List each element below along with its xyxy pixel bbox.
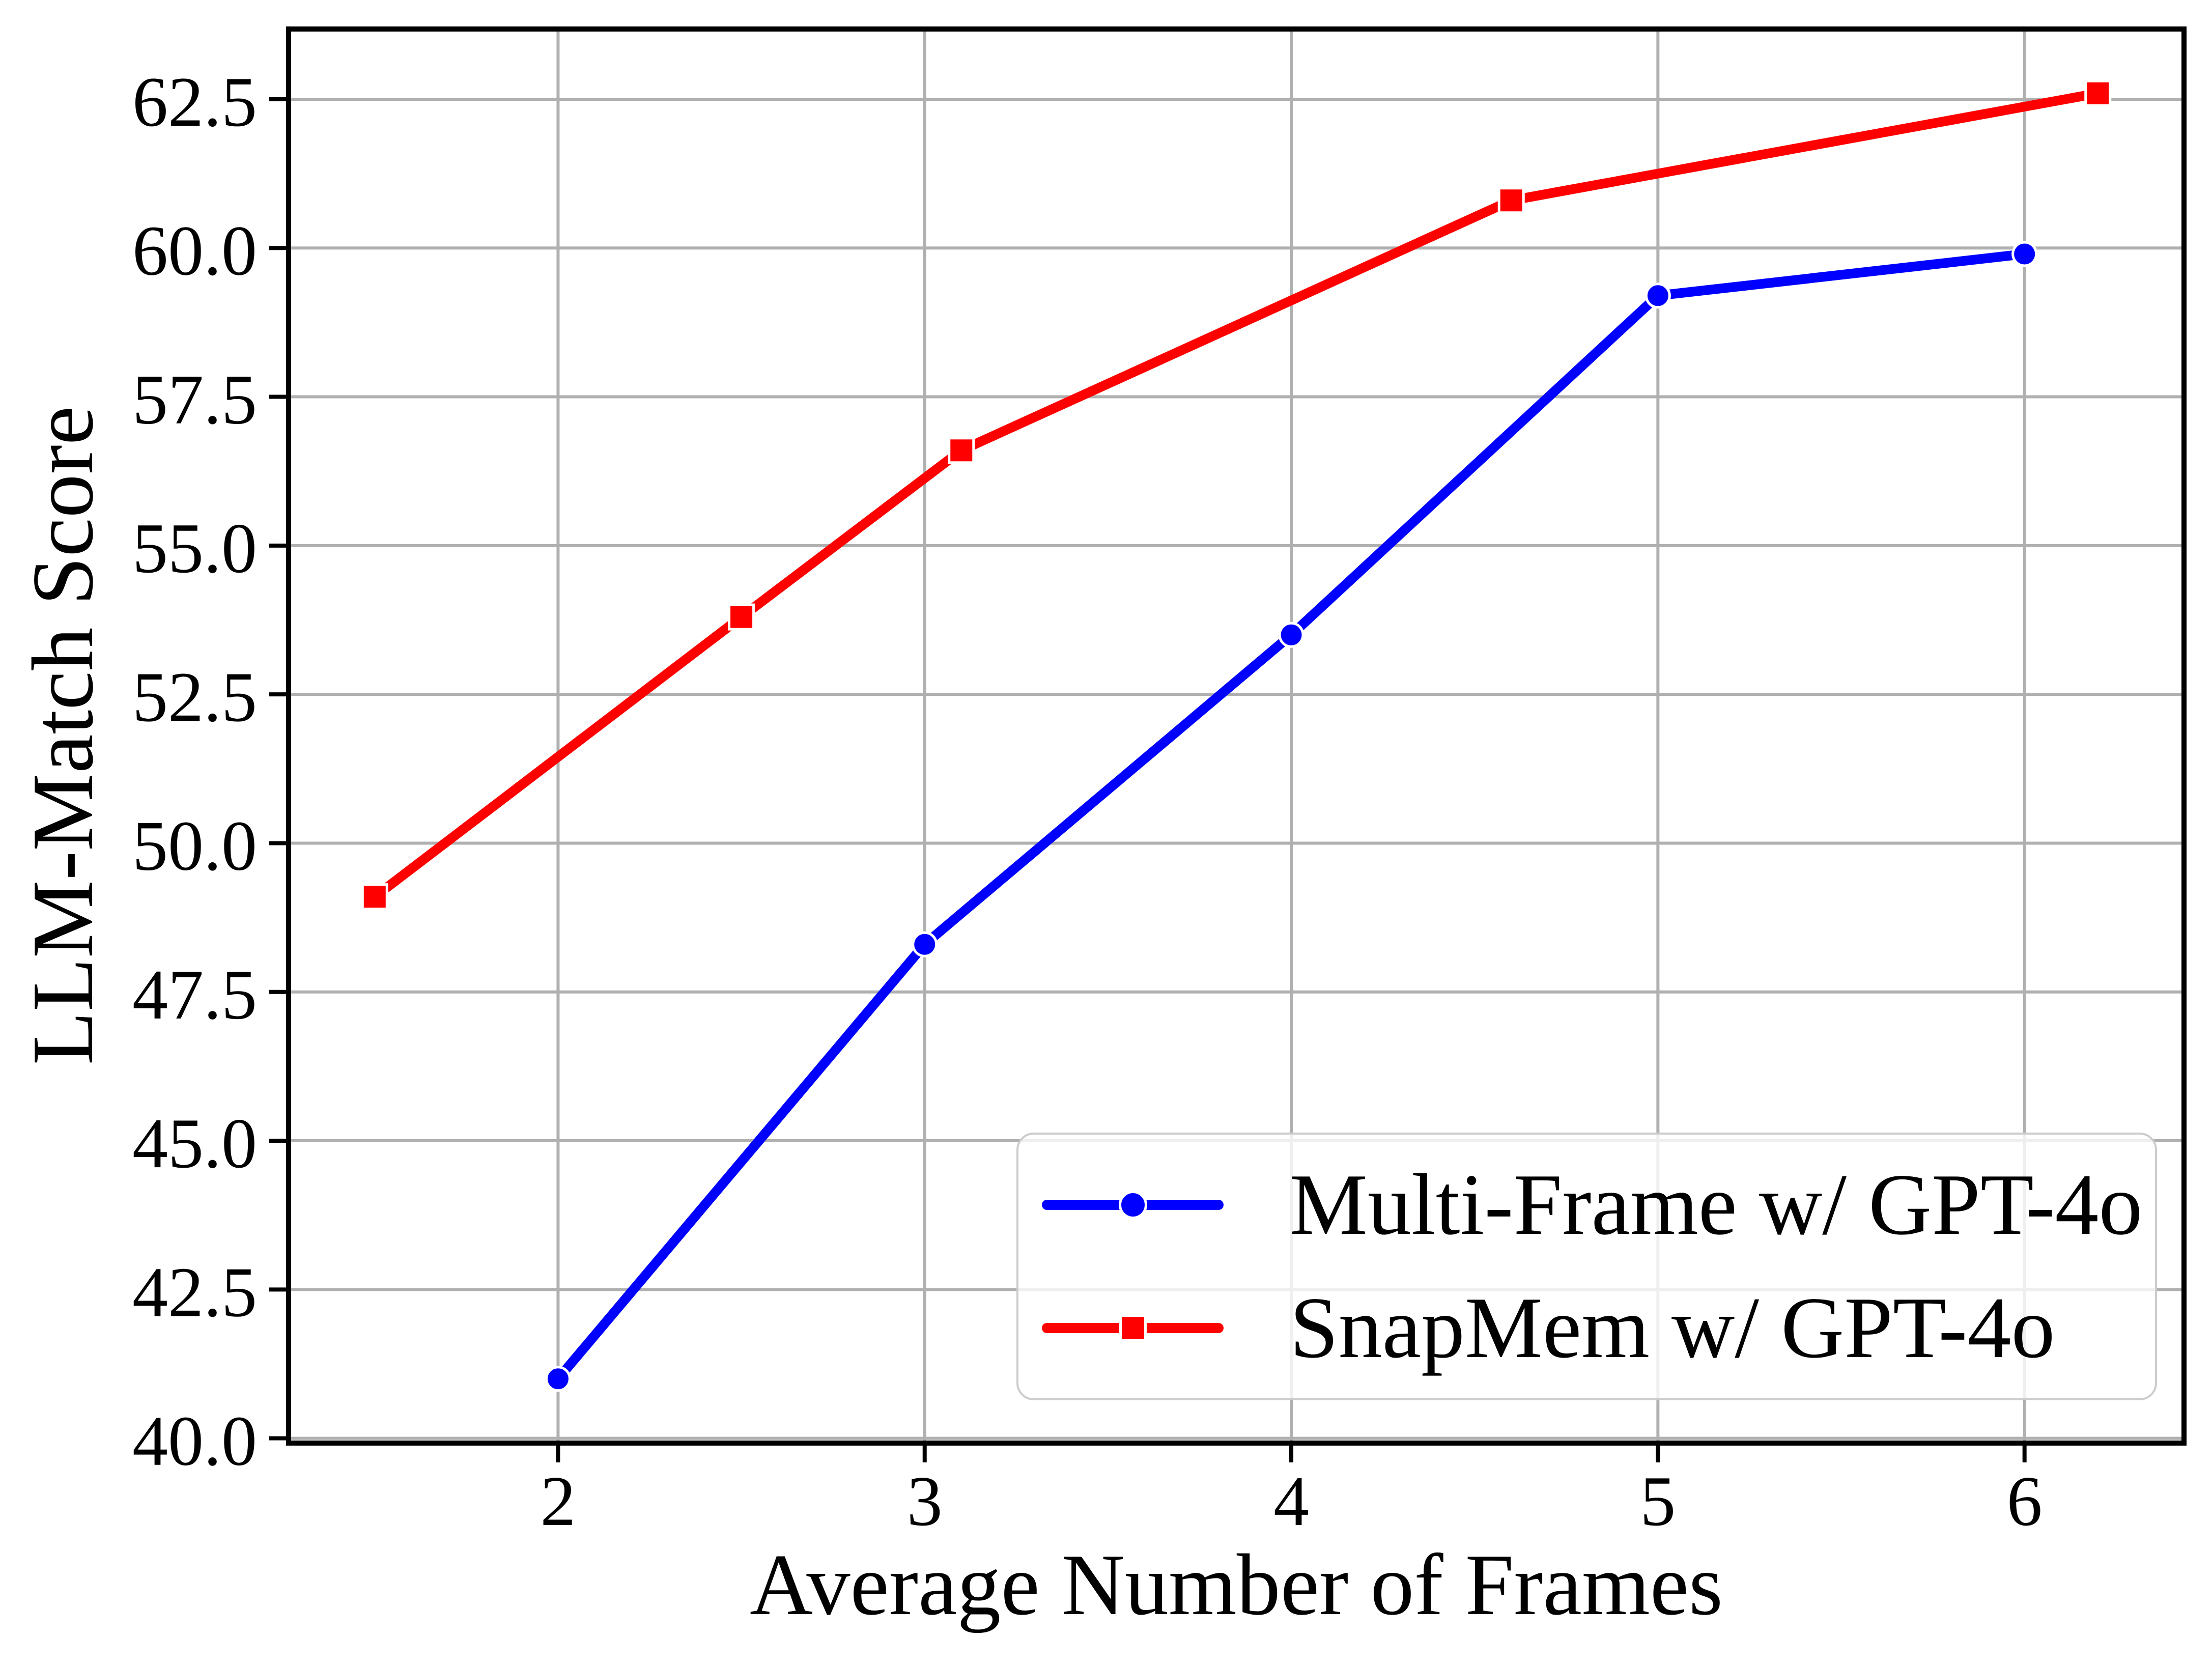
data-point-circle [1644, 283, 1671, 309]
legend-handle [1042, 1314, 1224, 1342]
y-tick-label: 60.0 [132, 211, 257, 290]
x-tick-label: 4 [1273, 1462, 1309, 1541]
legend-row-multi-frame: Multi-Frame w/ GPT-4o [1018, 1145, 2155, 1265]
axes-frame [286, 26, 2187, 1446]
data-point-circle [912, 931, 938, 957]
data-point-square [948, 437, 975, 464]
x-tick-label: 6 [2007, 1462, 2043, 1541]
y-axis-label: LLM-Match Score [15, 406, 111, 1065]
legend-label: SnapMem w/ GPT-4o [1290, 1279, 2055, 1376]
legend-handle [1042, 1191, 1224, 1220]
data-point-circle [545, 1366, 571, 1392]
legend-label: Multi-Frame w/ GPT-4o [1290, 1156, 2143, 1254]
y-tick-label: 40.0 [132, 1402, 257, 1481]
y-tick-label: 45.0 [132, 1104, 257, 1183]
data-point-square [2084, 79, 2112, 107]
y-tick-label: 52.5 [132, 658, 257, 737]
legend-row-snapmem: SnapMem w/ GPT-4o [1018, 1268, 2155, 1388]
y-tick-label: 55.0 [132, 509, 257, 588]
x-axis-label: Average Number of Frames [750, 1537, 1723, 1633]
square-marker-icon [1119, 1314, 1147, 1342]
circle-marker-icon [1118, 1191, 1147, 1220]
data-point-square [361, 883, 388, 911]
legend: Multi-Frame w/ GPT-4o SnapMem w/ GPT-4o [1016, 1133, 2157, 1400]
data-point-square [1497, 187, 1525, 214]
y-tick-label: 42.5 [132, 1253, 257, 1332]
x-tick-label: 2 [540, 1462, 576, 1541]
x-tick-label: 5 [1640, 1462, 1676, 1541]
y-tick-label: 62.5 [132, 63, 257, 142]
data-point-square [728, 603, 755, 631]
y-tick-label: 47.5 [132, 955, 257, 1034]
x-tick-label: 3 [907, 1462, 943, 1541]
y-tick-label: 57.5 [132, 360, 257, 439]
data-point-circle [1278, 622, 1304, 648]
series-line-snapmem [370, 88, 2103, 902]
y-tick-label: 50.0 [132, 807, 257, 886]
data-point-circle [2011, 241, 2038, 267]
